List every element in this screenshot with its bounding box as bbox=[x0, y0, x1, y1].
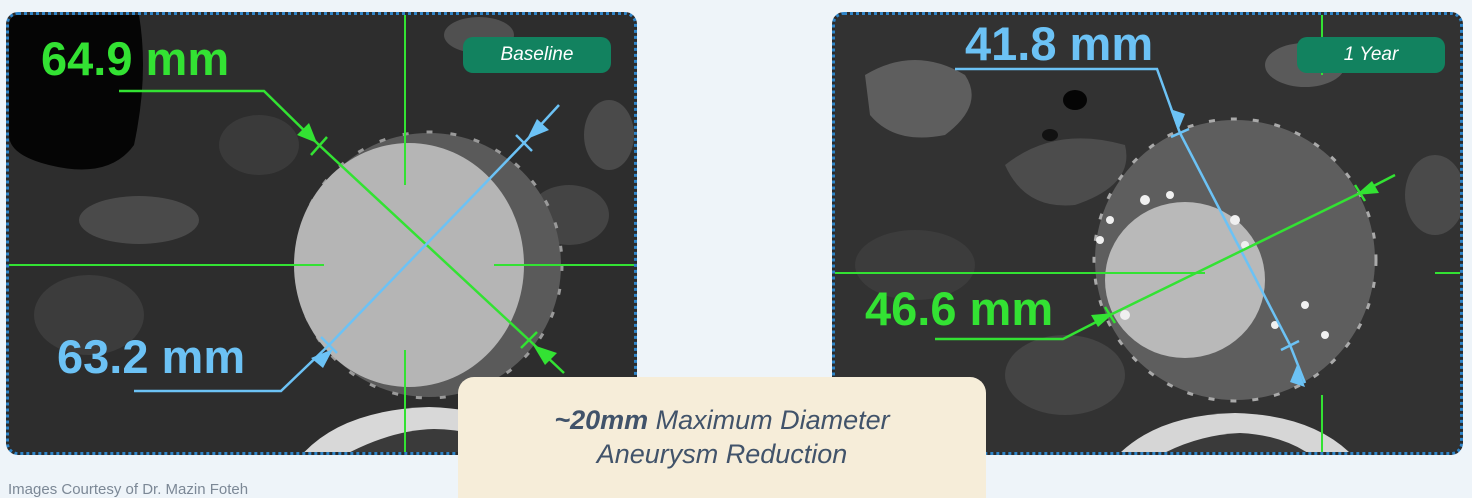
one-year-blue-measurement: 41.8 mm bbox=[965, 17, 1154, 70]
callout-line1-text: Maximum Diameter bbox=[648, 404, 890, 435]
one-year-badge: 1 Year bbox=[1297, 37, 1445, 73]
callout-line2-text: Aneurysm Reduction bbox=[596, 438, 848, 469]
baseline-blue-measurement: 63.2 mm bbox=[57, 330, 246, 383]
baseline-ct-scan-graphic bbox=[9, 15, 634, 452]
one-year-green-measurement: 46.6 mm bbox=[865, 282, 1054, 335]
reduction-callout: ~20mm Maximum Diameter Aneurysm Reductio… bbox=[458, 377, 986, 498]
baseline-badge: Baseline bbox=[463, 37, 611, 73]
baseline-ct-image: 64.9 mm 63.2 mm Baseline bbox=[6, 12, 637, 455]
reduction-highlight: ~20mm bbox=[554, 404, 649, 435]
baseline-green-measurement: 64.9 mm bbox=[41, 32, 230, 85]
image-credit: Images Courtesy of Dr. Mazin Foteh bbox=[8, 481, 249, 498]
one-year-ct-image: 41.8 mm 46.6 mm 1 Year bbox=[832, 12, 1463, 455]
